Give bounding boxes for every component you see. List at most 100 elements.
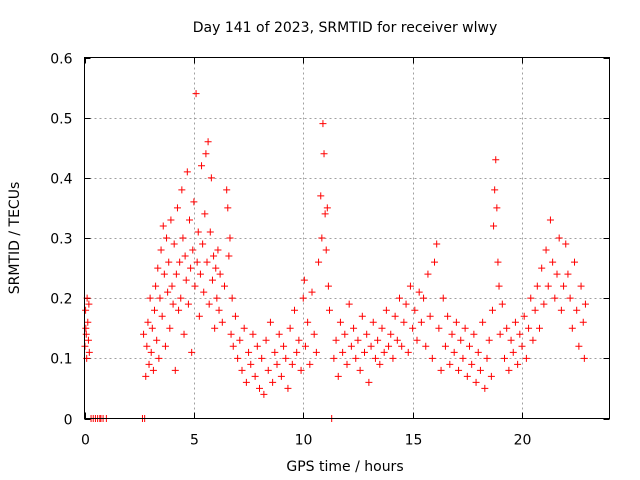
- data-point: [546, 216, 554, 224]
- data-point: [247, 360, 255, 368]
- data-point: [238, 366, 246, 374]
- data-point: [581, 300, 589, 308]
- data-point: [221, 282, 228, 290]
- data-point: [157, 246, 165, 254]
- data-point: [529, 336, 537, 344]
- data-point: [330, 354, 338, 362]
- data-point: [503, 324, 511, 332]
- data-point: [413, 336, 421, 344]
- data-point: [339, 348, 347, 356]
- data-point: [161, 342, 169, 350]
- data-point: [404, 348, 412, 356]
- data-point: [234, 354, 242, 362]
- x-tick-label: 0: [81, 433, 90, 449]
- data-point: [501, 354, 508, 362]
- data-point: [322, 246, 330, 254]
- x-tick-label: 5: [190, 433, 199, 449]
- x-tick-label: 15: [405, 433, 423, 449]
- data-point: [142, 372, 150, 380]
- data-point: [158, 312, 166, 320]
- data-point: [326, 306, 333, 314]
- data-point: [367, 342, 375, 350]
- y-tick-label: 0.5: [50, 112, 72, 128]
- data-point: [201, 210, 209, 218]
- data-point: [85, 348, 93, 356]
- data-point: [199, 240, 207, 248]
- data-point: [483, 354, 491, 362]
- data-point: [299, 294, 307, 302]
- data-point: [178, 186, 186, 194]
- data-point: [155, 354, 163, 362]
- data-point: [188, 348, 196, 356]
- data-point: [463, 372, 471, 380]
- data-point: [191, 282, 199, 290]
- data-point: [347, 342, 355, 350]
- data-point: [84, 336, 92, 344]
- data-point: [173, 204, 181, 212]
- data-point: [470, 330, 478, 338]
- data-point: [177, 294, 185, 302]
- data-point: [479, 318, 487, 326]
- data-point: [194, 228, 202, 236]
- data-point: [315, 258, 323, 266]
- data-point: [160, 270, 168, 278]
- data-point: [498, 300, 506, 308]
- y-tick-label: 0.6: [50, 52, 72, 68]
- data-point: [146, 294, 154, 302]
- data-point: [428, 354, 436, 362]
- grid-lines: [84, 57, 610, 419]
- data-point: [310, 330, 318, 338]
- data-point: [210, 252, 218, 260]
- data-point: [186, 216, 193, 224]
- data-point: [382, 306, 390, 314]
- data-point: [411, 306, 419, 314]
- data-point: [140, 330, 148, 338]
- data-point: [82, 330, 90, 338]
- y-tick-label: 0: [64, 413, 73, 429]
- data-point: [516, 330, 524, 338]
- data-point: [184, 300, 192, 308]
- data-point: [566, 294, 574, 302]
- data-point: [284, 384, 292, 392]
- data-point: [358, 312, 366, 320]
- data-point: [365, 378, 373, 386]
- x-axis-label: GPS time / hours: [286, 459, 403, 475]
- data-point: [323, 204, 331, 212]
- data-point: [495, 282, 503, 290]
- data-point: [228, 294, 236, 302]
- data-point: [182, 276, 190, 284]
- data-point: [180, 330, 188, 338]
- data-point: [553, 270, 561, 278]
- data-point: [518, 342, 526, 350]
- data-point: [396, 294, 403, 302]
- data-point: [304, 318, 312, 326]
- data-point: [143, 342, 151, 350]
- data-point: [187, 264, 195, 272]
- data-point: [319, 120, 327, 128]
- data-point: [300, 276, 308, 284]
- data-point: [439, 294, 447, 302]
- data-point: [293, 348, 301, 356]
- x-tick-label: 10: [295, 433, 313, 449]
- data-point: [151, 306, 158, 314]
- data-point: [457, 336, 465, 344]
- data-point: [321, 210, 329, 218]
- data-point: [350, 324, 358, 332]
- y-axis-label: SRMTID / TECUs: [7, 182, 23, 295]
- data-point: [363, 330, 371, 338]
- data-point: [269, 378, 277, 386]
- y-tick-label: 0.3: [50, 232, 72, 248]
- data-point: [420, 294, 428, 302]
- data-point: [536, 324, 543, 332]
- data-point: [507, 336, 515, 344]
- data-point: [200, 288, 208, 296]
- data-point: [378, 324, 386, 332]
- data-point: [564, 270, 572, 278]
- data-point: [215, 306, 223, 314]
- data-point: [163, 234, 171, 242]
- data-point: [312, 348, 320, 356]
- data-point: [320, 150, 328, 158]
- data-point: [148, 324, 156, 332]
- data-point: [441, 342, 449, 350]
- data-point: [277, 372, 285, 380]
